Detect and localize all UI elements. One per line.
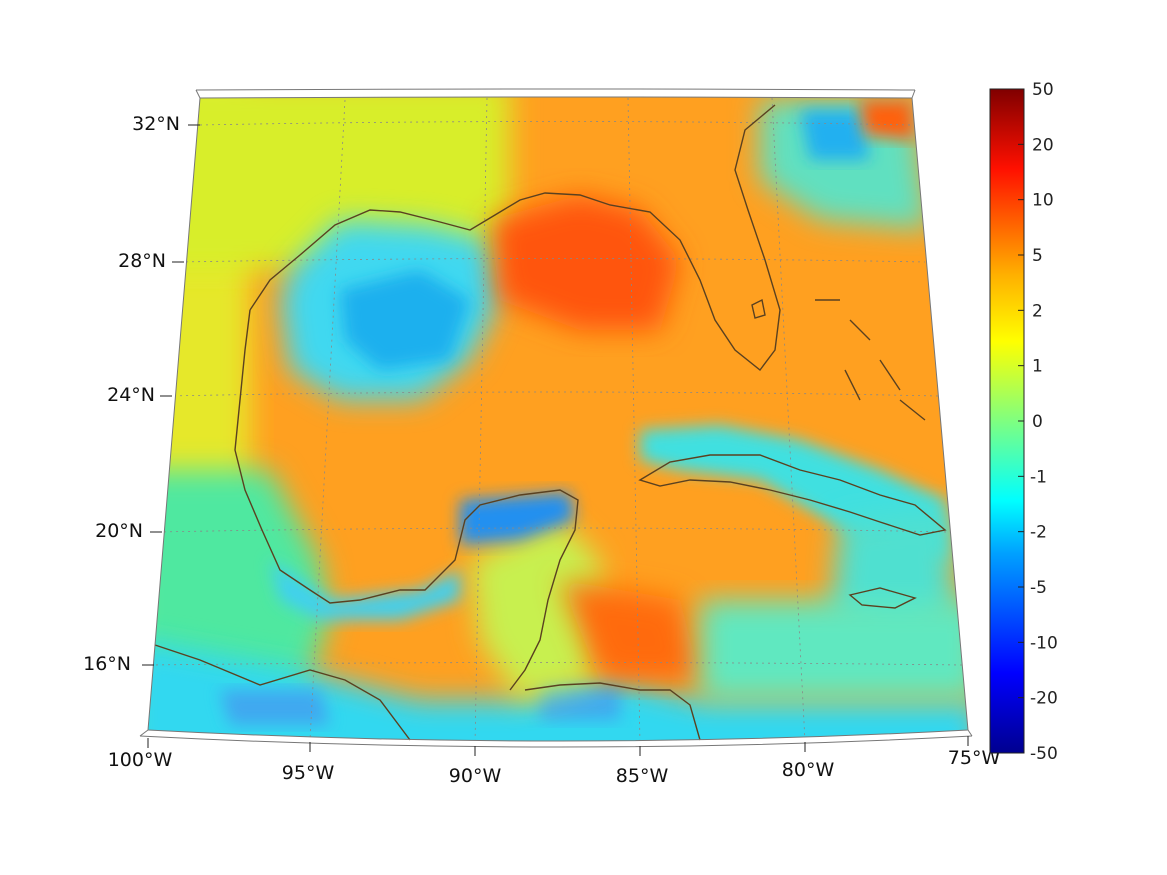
data-field xyxy=(148,97,968,741)
campeche-bank-cold xyxy=(460,492,575,545)
lon-label-90w: 90°W xyxy=(449,765,502,787)
lake-okeechobee xyxy=(751,298,766,319)
atlantic-blue-patch xyxy=(800,110,870,160)
colorbar-tick-label: -1 xyxy=(1030,467,1047,487)
lon-label-95w: 95°W xyxy=(282,762,335,784)
colorbar-tick-label: 50 xyxy=(1032,80,1054,100)
colorbar-tick-label: 1 xyxy=(1032,357,1043,377)
lat-label-20: 20°N xyxy=(95,520,143,542)
map-frame xyxy=(139,88,973,748)
atlantic-warm-patch xyxy=(860,100,915,140)
yucatan-green-region xyxy=(470,520,600,700)
colorbar-tick-label: 0 xyxy=(1032,412,1043,432)
colorbar-tick-label: -10 xyxy=(1030,633,1058,653)
colorbar-tick-label: -50 xyxy=(1030,744,1058,764)
lat-label-28: 28°N xyxy=(118,250,166,272)
longitude-labels: 100°W 95°W 90°W 85°W 80°W 75°W xyxy=(108,747,1001,787)
lon-label-85w: 85°W xyxy=(616,765,669,787)
lon-label-75w: 75°W xyxy=(948,747,1001,769)
latitude-labels: 32°N 28°N 24°N 20°N 16°N xyxy=(83,113,180,675)
central-america-pacific-coast xyxy=(154,644,411,741)
bahamas-islands xyxy=(815,299,926,421)
mexico-gulf-coast xyxy=(234,309,579,691)
caribbean-warm-core xyxy=(560,580,700,680)
pacific-blue-patch xyxy=(220,690,330,725)
lat-label-16: 16°N xyxy=(83,653,131,675)
cuba-outline xyxy=(638,454,947,536)
colorbar-tick-label: -5 xyxy=(1030,578,1047,598)
lon-label-80w: 80°W xyxy=(782,759,835,781)
eastern-gulf-warm xyxy=(490,195,680,330)
north-gulf-core xyxy=(340,270,470,370)
jamaica-outline xyxy=(848,587,917,609)
graticule xyxy=(149,97,963,741)
lat-label-32: 32°N xyxy=(132,113,180,135)
colorbar-tick-label: 10 xyxy=(1032,191,1054,211)
colorbar-tick-label: -2 xyxy=(1030,523,1047,543)
honduras-coast xyxy=(524,682,701,741)
lon-label-100w: 100°W xyxy=(108,749,173,771)
tick-marks xyxy=(142,124,969,756)
colorbar-tick-label: 2 xyxy=(1032,301,1043,321)
colorbar-tick-label: -20 xyxy=(1030,689,1058,709)
coastlines xyxy=(154,104,947,741)
colorbar-tick-label: 5 xyxy=(1032,246,1043,266)
colorbar-tick-label: 20 xyxy=(1032,135,1054,155)
south-caribbean-cyan xyxy=(700,600,968,700)
us-gulf-coast xyxy=(249,104,781,371)
lat-label-24: 24°N xyxy=(107,384,155,406)
